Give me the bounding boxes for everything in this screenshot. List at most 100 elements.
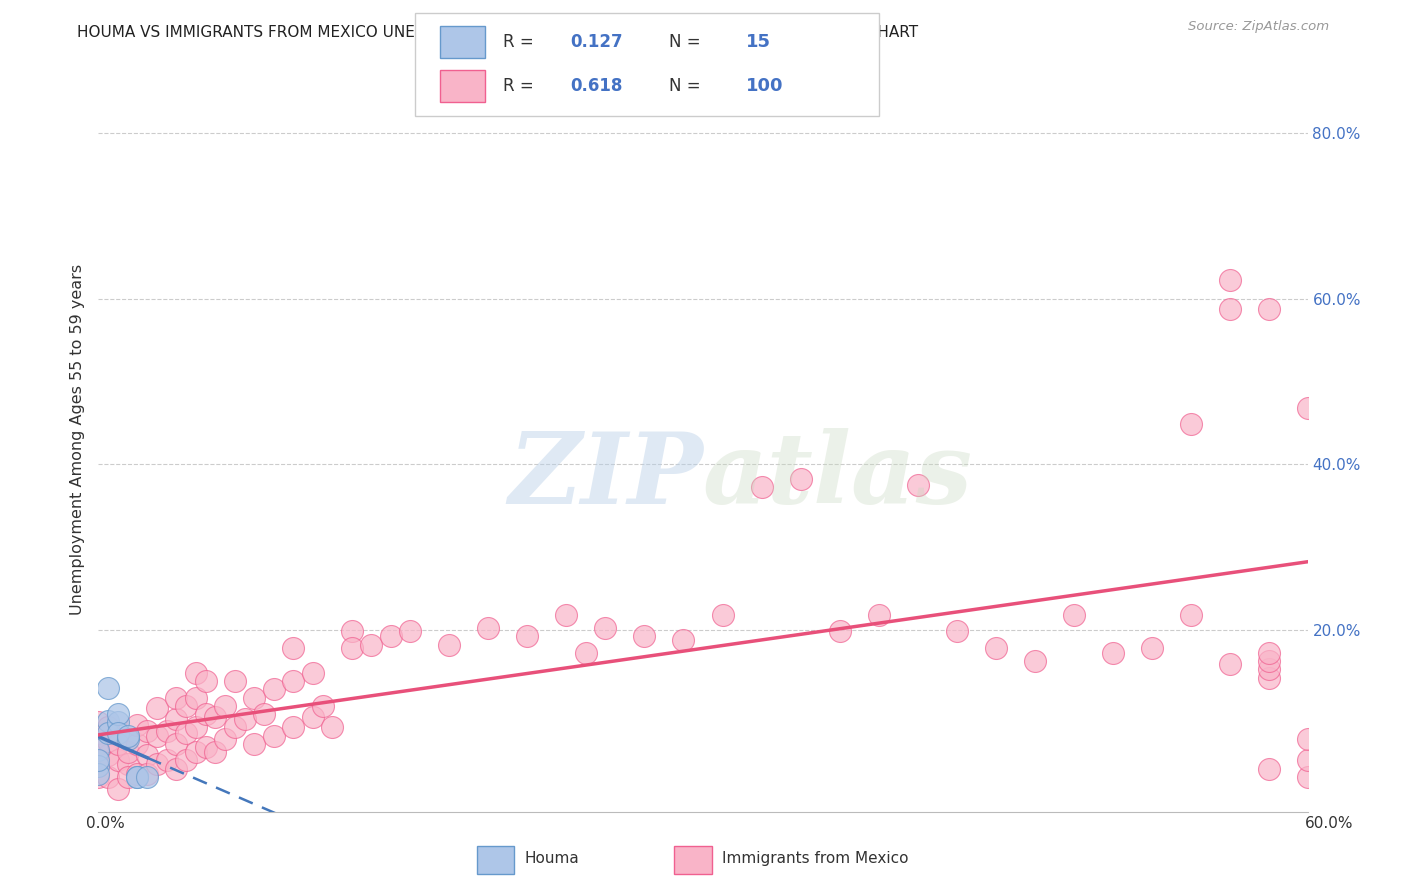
Point: [107, 753, 129, 767]
Point: [1024, 654, 1046, 668]
Text: 100: 100: [745, 78, 783, 95]
Point: [1219, 301, 1241, 316]
Point: [136, 748, 159, 763]
Point: [555, 607, 578, 622]
Point: [146, 701, 169, 715]
Point: [87, 715, 110, 730]
Bar: [675, 846, 711, 874]
Point: [107, 726, 129, 740]
Point: [224, 673, 246, 688]
Point: [243, 690, 266, 705]
Text: 0.618: 0.618: [571, 78, 623, 95]
Point: [1063, 607, 1085, 622]
Point: [194, 707, 217, 722]
Point: [146, 729, 169, 743]
Point: [283, 720, 305, 734]
Text: Source: ZipAtlas.com: Source: ZipAtlas.com: [1188, 20, 1329, 33]
Point: [477, 621, 499, 635]
Point: [360, 638, 382, 652]
Point: [214, 731, 236, 746]
Point: [117, 745, 139, 759]
Text: N =: N =: [669, 33, 706, 51]
Point: [439, 638, 461, 652]
Point: [117, 756, 139, 771]
Point: [399, 624, 422, 639]
Point: [263, 682, 285, 697]
Text: R =: R =: [503, 78, 538, 95]
Point: [751, 480, 773, 494]
Point: [127, 770, 149, 784]
Point: [516, 629, 538, 643]
Point: [380, 629, 402, 643]
Point: [1296, 753, 1319, 767]
Point: [233, 712, 256, 726]
Point: [136, 770, 159, 784]
Point: [1101, 646, 1123, 660]
Point: [204, 709, 226, 723]
Bar: [477, 846, 515, 874]
Point: [87, 770, 110, 784]
Point: [302, 709, 325, 723]
Point: [165, 712, 187, 726]
Point: [340, 624, 363, 639]
Point: [1257, 654, 1279, 668]
Point: [97, 748, 120, 763]
Point: [107, 715, 129, 730]
Point: [156, 723, 179, 738]
Point: [87, 753, 110, 767]
Point: [87, 759, 110, 773]
Point: [87, 748, 110, 763]
Point: [87, 767, 110, 781]
Point: [828, 624, 851, 639]
Point: [283, 640, 305, 655]
Point: [224, 720, 246, 734]
Point: [302, 665, 325, 680]
Point: [97, 770, 120, 784]
Point: [97, 734, 120, 748]
Point: [184, 690, 207, 705]
Point: [1140, 640, 1163, 655]
Point: [1257, 762, 1279, 776]
Point: [984, 640, 1007, 655]
Point: [1180, 607, 1202, 622]
Text: Houma: Houma: [524, 851, 579, 866]
Text: Immigrants from Mexico: Immigrants from Mexico: [723, 851, 908, 866]
Point: [340, 640, 363, 655]
Text: atlas: atlas: [703, 428, 973, 524]
Point: [789, 472, 811, 486]
Point: [194, 673, 217, 688]
Point: [243, 737, 266, 751]
Point: [194, 740, 217, 755]
Point: [1219, 657, 1241, 672]
Text: 0.127: 0.127: [571, 33, 623, 51]
Point: [1296, 731, 1319, 746]
Point: [127, 767, 149, 781]
Point: [672, 632, 695, 647]
Point: [97, 720, 120, 734]
Point: [312, 698, 335, 713]
Point: [97, 714, 120, 728]
Point: [575, 646, 598, 660]
Point: [136, 767, 159, 781]
Point: [1257, 662, 1279, 676]
Point: [283, 673, 305, 688]
Point: [87, 726, 110, 740]
Point: [117, 770, 139, 784]
Point: [184, 665, 207, 680]
Point: [263, 729, 285, 743]
Point: [165, 737, 187, 751]
Point: [165, 690, 187, 705]
Text: ZIP: ZIP: [508, 428, 703, 524]
Point: [1257, 646, 1279, 660]
Point: [321, 720, 343, 734]
Point: [174, 698, 197, 713]
Point: [156, 753, 179, 767]
Point: [174, 726, 197, 740]
Point: [907, 478, 929, 492]
Text: HOUMA VS IMMIGRANTS FROM MEXICO UNEMPLOYMENT AMONG AGES 55 TO 59 YEARS CORRELATI: HOUMA VS IMMIGRANTS FROM MEXICO UNEMPLOY…: [77, 25, 918, 40]
Text: 15: 15: [745, 33, 770, 51]
Point: [253, 707, 276, 722]
Text: 60.0%: 60.0%: [1305, 816, 1353, 830]
Point: [146, 756, 169, 771]
Bar: [440, 70, 485, 103]
